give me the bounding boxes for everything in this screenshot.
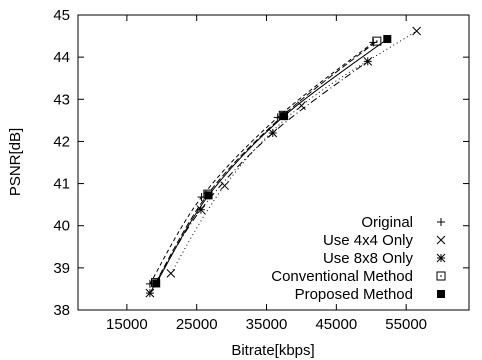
y-tick-label: 40 xyxy=(53,218,70,235)
series-line xyxy=(155,38,388,284)
data-point xyxy=(204,191,213,200)
legend-label: Use 8x8 Only xyxy=(323,250,414,267)
legend-marker xyxy=(437,218,445,226)
y-tick-label: 39 xyxy=(53,260,70,277)
legend-marker xyxy=(437,290,445,298)
legend-marker xyxy=(436,253,446,263)
y-tick-label: 43 xyxy=(53,91,70,108)
x-tick-label: 25000 xyxy=(176,316,218,333)
x-axis-title: Bitrate[kbps] xyxy=(231,342,314,359)
data-point xyxy=(297,101,306,110)
series-markers xyxy=(145,26,421,298)
y-axis-title: PSNR[dB] xyxy=(7,128,24,196)
data-point xyxy=(363,57,373,66)
legend-marker xyxy=(436,235,446,245)
legend-label: Proposed Method xyxy=(295,286,413,303)
data-point xyxy=(196,205,206,215)
y-tick-label: 41 xyxy=(53,176,70,193)
data-point xyxy=(372,36,382,46)
data-point xyxy=(220,181,229,191)
y-tick-label: 42 xyxy=(53,133,70,150)
y-tick-label: 45 xyxy=(53,7,70,24)
data-point xyxy=(145,288,155,298)
data-point xyxy=(166,268,176,278)
legend-marker xyxy=(436,271,446,281)
legend-label: Use 4x4 Only xyxy=(323,232,414,249)
axis-ticks: 15000 25000 35000 45000 55000 38 39 40 41 42 43 44 4… xyxy=(53,7,469,333)
series-line xyxy=(149,41,374,285)
data-point xyxy=(152,279,161,288)
x-tick-label: 45000 xyxy=(315,316,357,333)
data-point xyxy=(268,128,278,138)
legend-label: Original xyxy=(361,214,413,231)
series-lines xyxy=(149,30,417,294)
y-tick-label: 44 xyxy=(53,49,70,66)
x-tick-label: 55000 xyxy=(385,316,427,333)
data-point xyxy=(279,112,288,121)
data-point xyxy=(383,35,392,44)
legend-label: Conventional Method xyxy=(271,268,413,285)
plot-frame xyxy=(77,14,470,311)
x-tick-label: 35000 xyxy=(246,316,288,333)
data-point xyxy=(412,26,421,36)
x-tick-label: 15000 xyxy=(106,316,148,333)
series-line xyxy=(155,40,378,283)
y-tick-label: 38 xyxy=(53,302,70,319)
